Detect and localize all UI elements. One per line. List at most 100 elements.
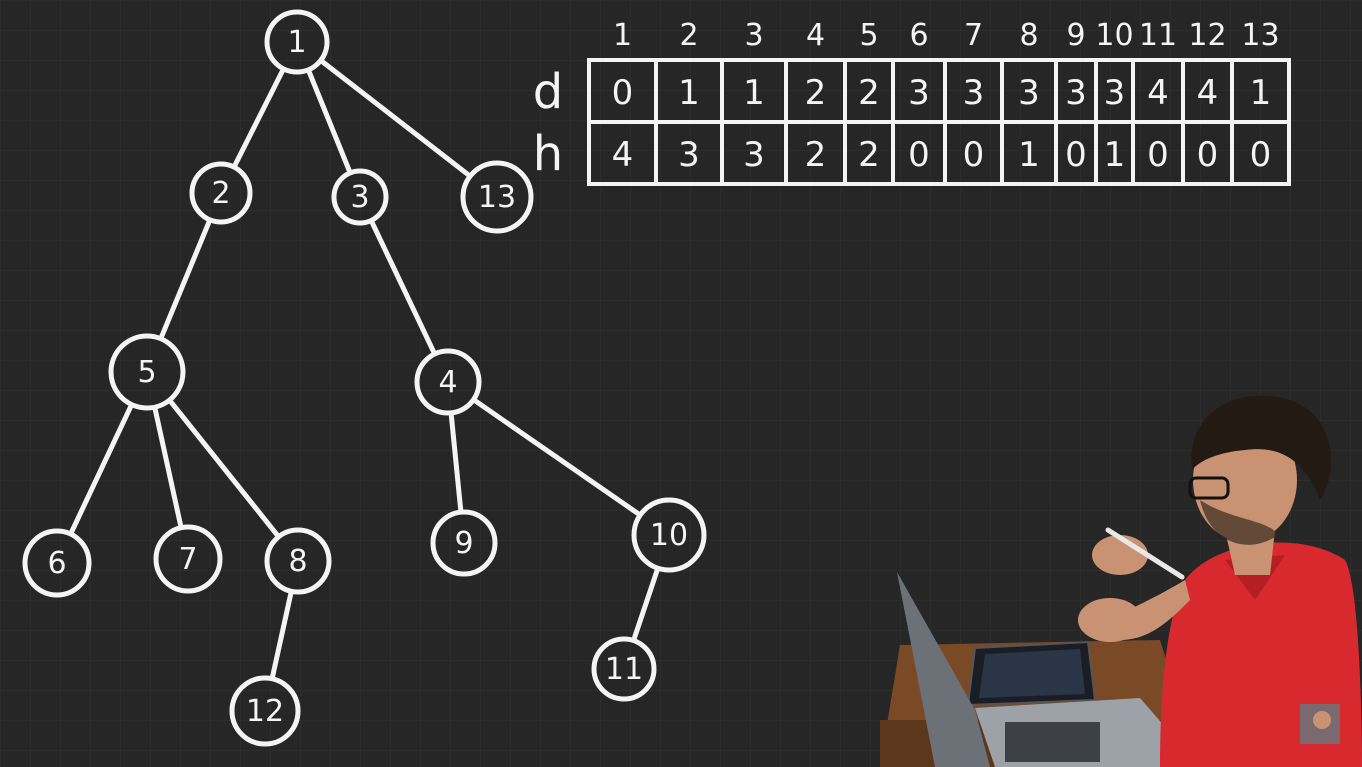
tree-edge-2-5 bbox=[159, 220, 212, 339]
presenter-beard bbox=[1200, 500, 1278, 545]
tree-node-label: 11 bbox=[605, 652, 643, 687]
tree-node-2: 2 bbox=[189, 161, 253, 225]
table-column-header: 3 bbox=[744, 18, 763, 53]
tree-edge-1-3 bbox=[306, 70, 352, 173]
tree-node-label: 7 bbox=[178, 542, 197, 577]
table-cell: 3 bbox=[743, 135, 765, 175]
tree-node-13: 13 bbox=[460, 160, 534, 234]
tree-node-label: 4 bbox=[438, 365, 457, 400]
tree-node-circle bbox=[189, 161, 253, 225]
table-cell: 4 bbox=[612, 135, 634, 175]
table-column-header: 8 bbox=[1019, 18, 1038, 53]
tree-node-label: 9 bbox=[454, 526, 473, 561]
tree-edge-5-7 bbox=[152, 407, 184, 528]
tree-node-circle bbox=[460, 160, 534, 234]
tree-node-6: 6 bbox=[22, 528, 92, 598]
tree-node-circle bbox=[331, 168, 389, 226]
presenter-hair bbox=[1191, 395, 1332, 500]
table-cell: 1 bbox=[678, 73, 700, 113]
tree-node-label: 13 bbox=[478, 180, 516, 215]
tree-edge-8-12 bbox=[270, 591, 294, 679]
laptop-keys bbox=[1005, 722, 1100, 762]
table-cell: 1 bbox=[1104, 135, 1126, 175]
tree-edge-1-2 bbox=[232, 68, 285, 167]
laptop-screen bbox=[897, 572, 990, 767]
table-cell: 3 bbox=[1018, 73, 1040, 113]
tree-node-circle bbox=[264, 9, 330, 75]
table-column-header: 1 bbox=[613, 18, 632, 53]
table-cell: 0 bbox=[963, 135, 985, 175]
tablet-screen bbox=[979, 649, 1085, 698]
table-cell: 0 bbox=[612, 73, 634, 113]
table-column-header: 9 bbox=[1066, 18, 1085, 53]
tree-node-label: 6 bbox=[47, 546, 66, 581]
table-cell: 1 bbox=[1018, 135, 1040, 175]
table-cell: 3 bbox=[678, 135, 700, 175]
table-column-header: 7 bbox=[964, 18, 983, 53]
table-cell: 3 bbox=[1065, 73, 1087, 113]
tree-node-circle bbox=[108, 333, 186, 411]
table-cell: 3 bbox=[908, 73, 930, 113]
tree-edge-5-6 bbox=[69, 404, 133, 534]
table-column-header: 2 bbox=[679, 18, 698, 53]
table-row-label: d bbox=[533, 64, 563, 120]
tree-node-label: 8 bbox=[288, 544, 307, 579]
tree-node-3: 3 bbox=[331, 168, 389, 226]
presenter-scene bbox=[880, 395, 1362, 767]
tree-edge-4-9 bbox=[448, 413, 464, 512]
tree-node-circle bbox=[22, 528, 92, 598]
table-cell: 2 bbox=[805, 135, 827, 175]
table-cell: 1 bbox=[743, 73, 765, 113]
table-cell: 1 bbox=[1250, 73, 1272, 113]
table-row-label: h bbox=[533, 126, 563, 182]
table-cell: 4 bbox=[1147, 73, 1169, 113]
table-cell: 2 bbox=[858, 73, 880, 113]
tree-edge-5-8 bbox=[168, 399, 280, 537]
tree-node-10: 10 bbox=[631, 497, 707, 573]
table-cell: 4 bbox=[1197, 73, 1219, 113]
table-column-header: 11 bbox=[1139, 18, 1177, 53]
table-column-header: 10 bbox=[1095, 18, 1133, 53]
table-column-header: 5 bbox=[859, 18, 878, 53]
tree-node-label: 5 bbox=[137, 355, 156, 390]
table-column-header: 12 bbox=[1188, 18, 1226, 53]
tree-edge-4-10 bbox=[473, 398, 641, 516]
tree-node-label: 10 bbox=[650, 518, 688, 553]
table-cell: 2 bbox=[858, 135, 880, 175]
tree-node-circle bbox=[430, 509, 498, 577]
tree-node-circle bbox=[229, 675, 301, 747]
tree-node-circle bbox=[591, 636, 657, 702]
tree-node-circle bbox=[631, 497, 707, 573]
presenter-left-hand bbox=[1078, 598, 1142, 642]
tree-edge-3-4 bbox=[369, 220, 436, 354]
table-cell: 0 bbox=[908, 135, 930, 175]
table-cell: 0 bbox=[1197, 135, 1219, 175]
tree-node-7: 7 bbox=[153, 524, 223, 594]
tree-node-circle bbox=[153, 524, 223, 594]
tree-edges bbox=[69, 59, 660, 679]
tree-node-label: 1 bbox=[287, 25, 306, 60]
tree-node-circle bbox=[414, 348, 482, 416]
table-cell: 0 bbox=[1147, 135, 1169, 175]
tree-node-label: 12 bbox=[246, 694, 284, 729]
presenter-right-hand bbox=[1092, 535, 1148, 575]
tree-node-circle bbox=[264, 527, 332, 595]
table-cell: 2 bbox=[805, 73, 827, 113]
stylus-pen bbox=[1105, 527, 1185, 580]
table-column-header: 4 bbox=[806, 18, 825, 53]
tree-node-9: 9 bbox=[430, 509, 498, 577]
tree-node-label: 2 bbox=[211, 176, 230, 211]
tree-node-11: 11 bbox=[591, 636, 657, 702]
tree-edge-1-13 bbox=[320, 59, 471, 177]
dh-table: 1 2 3 4 5 6 7 8 9 10 11 12 13d 0 1 1 2 2 3 3 3 3 3 4 4 1h 4 3 3 2 2 0 0 1… bbox=[533, 18, 1291, 186]
table-cell: 0 bbox=[1250, 135, 1272, 175]
tree-edge-10-11 bbox=[632, 568, 660, 641]
tree-node-8: 8 bbox=[264, 527, 332, 595]
tree-node-label: 3 bbox=[350, 180, 369, 215]
table-column-header: 6 bbox=[909, 18, 928, 53]
tree-node-12: 12 bbox=[229, 675, 301, 747]
tree-node-4: 4 bbox=[414, 348, 482, 416]
tree-node-1: 1 bbox=[264, 9, 330, 75]
